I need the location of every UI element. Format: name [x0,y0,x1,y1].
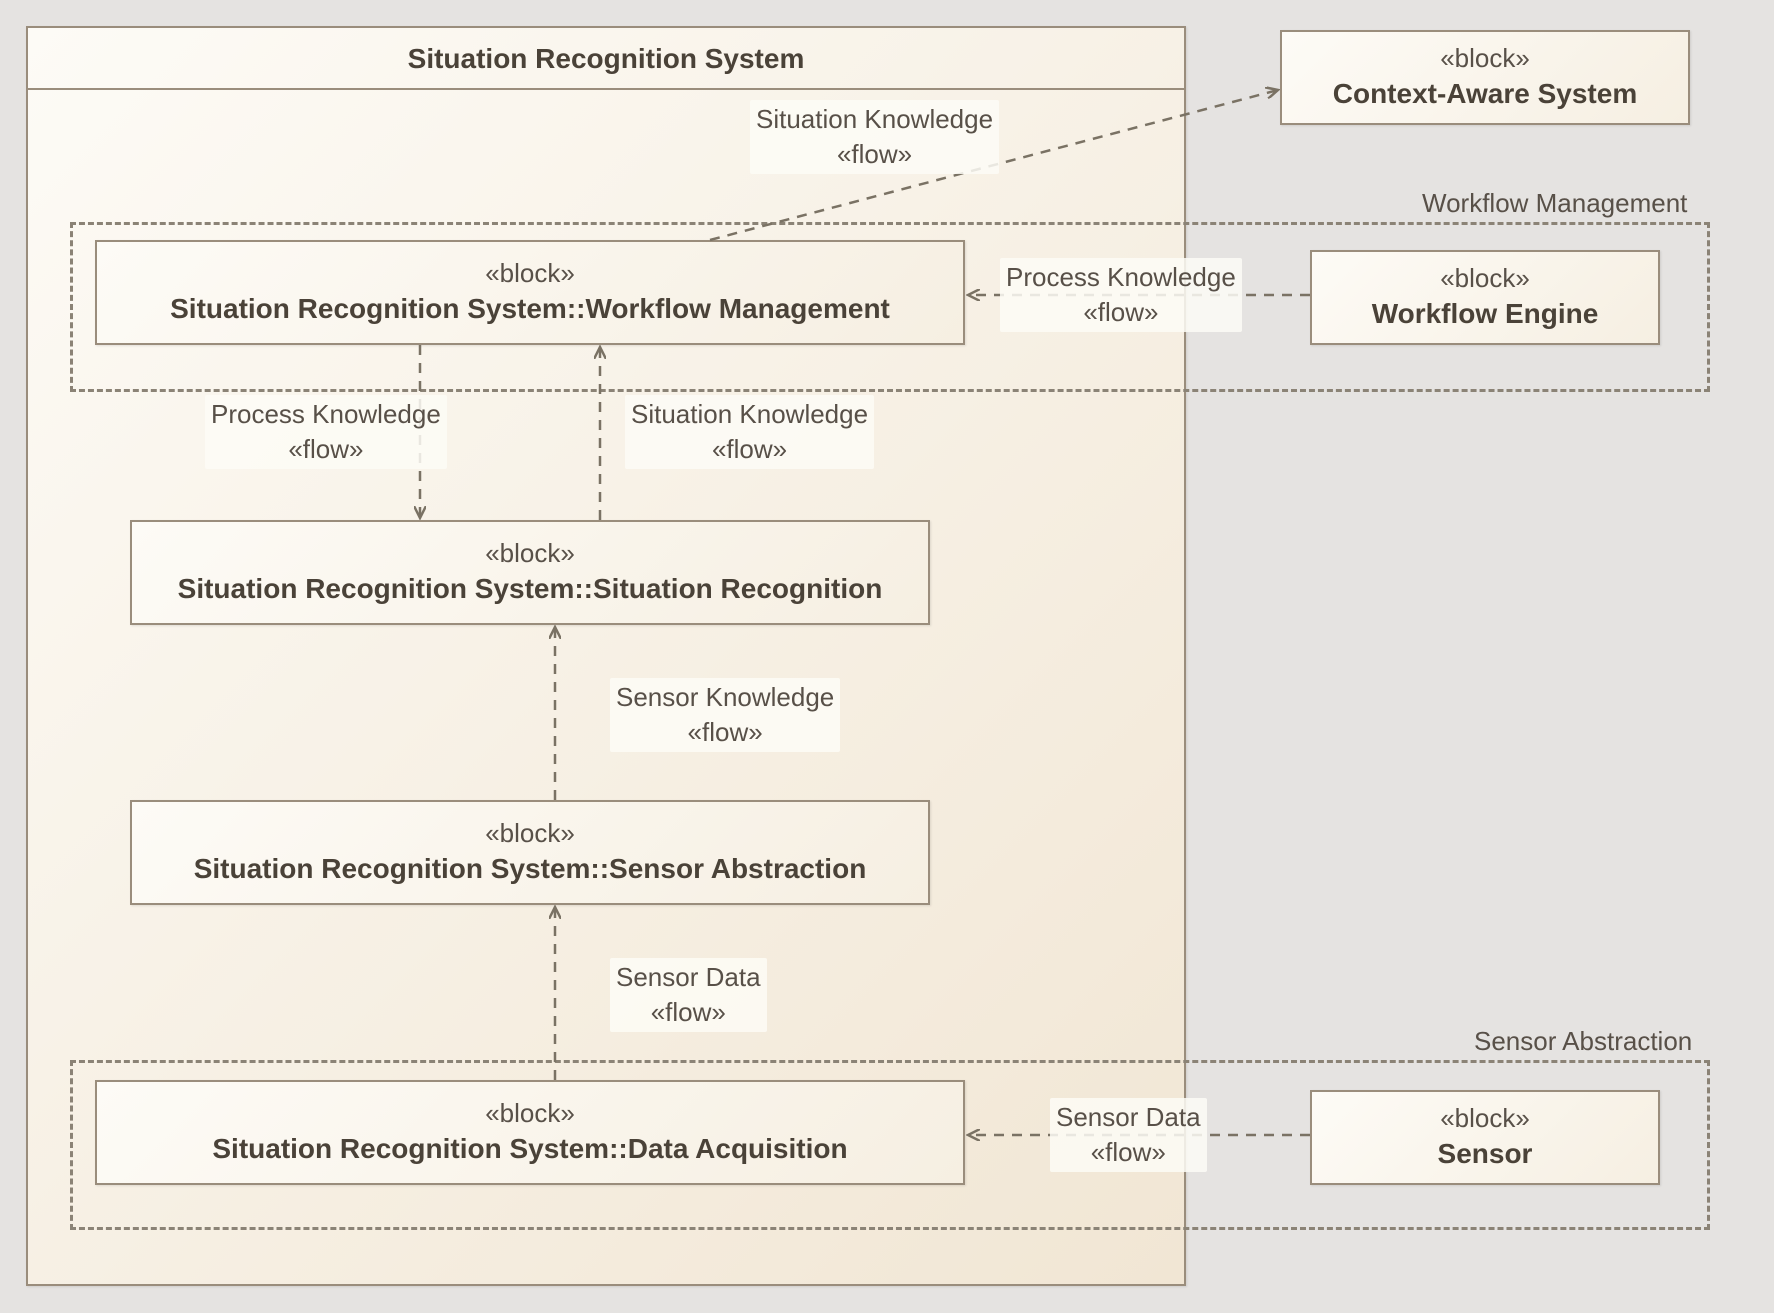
flow-label-sensor-data-up: Sensor Data«flow» [610,958,767,1032]
stereotype-label: «block» [485,537,575,571]
block-name: Context-Aware System [1333,76,1637,112]
block-situation-recognition: «block» Situation Recognition System::Si… [130,520,930,625]
block-sensor-abstraction: «block» Situation Recognition System::Se… [130,800,930,905]
block-name: Situation Recognition System::Workflow M… [170,291,890,327]
block-name: Situation Recognition System::Data Acqui… [212,1131,847,1167]
package-title: Situation Recognition System [28,28,1184,90]
block-context-aware-system: «block» Context-Aware System [1280,30,1690,125]
flow-label-sensor-data-from-sensor: Sensor Data«flow» [1050,1098,1207,1172]
block-name: Situation Recognition System::Situation … [178,571,883,607]
stereotype-label: «block» [1440,1102,1530,1136]
block-name: Sensor [1438,1136,1533,1172]
dashed-group-label-sensor-abstraction: Sensor Abstraction [1470,1026,1696,1057]
stereotype-label: «block» [485,257,575,291]
flow-label-situation-knowledge-to-context: Situation Knowledge«flow» [750,100,999,174]
block-data-acquisition: «block» Situation Recognition System::Da… [95,1080,965,1185]
block-name: Situation Recognition System::Sensor Abs… [194,851,867,887]
stereotype-label: «block» [485,817,575,851]
stereotype-label: «block» [485,1097,575,1131]
flow-label-sensor-knowledge: Sensor Knowledge«flow» [610,678,840,752]
block-sensor: «block» Sensor [1310,1090,1660,1185]
block-workflow-management: «block» Situation Recognition System::Wo… [95,240,965,345]
stereotype-label: «block» [1440,42,1530,76]
flow-label-process-knowledge-from-engine: Process Knowledge«flow» [1000,258,1242,332]
dashed-group-label-workflow-management: Workflow Management [1418,188,1691,219]
stereotype-label: «block» [1440,262,1530,296]
diagram-canvas: Situation Recognition System Workflow Ma… [0,0,1774,1313]
block-workflow-engine: «block» Workflow Engine [1310,250,1660,345]
flow-label-situation-knowledge-up: Situation Knowledge«flow» [625,395,874,469]
flow-label-process-knowledge-down: Process Knowledge«flow» [205,395,447,469]
block-name: Workflow Engine [1372,296,1599,332]
